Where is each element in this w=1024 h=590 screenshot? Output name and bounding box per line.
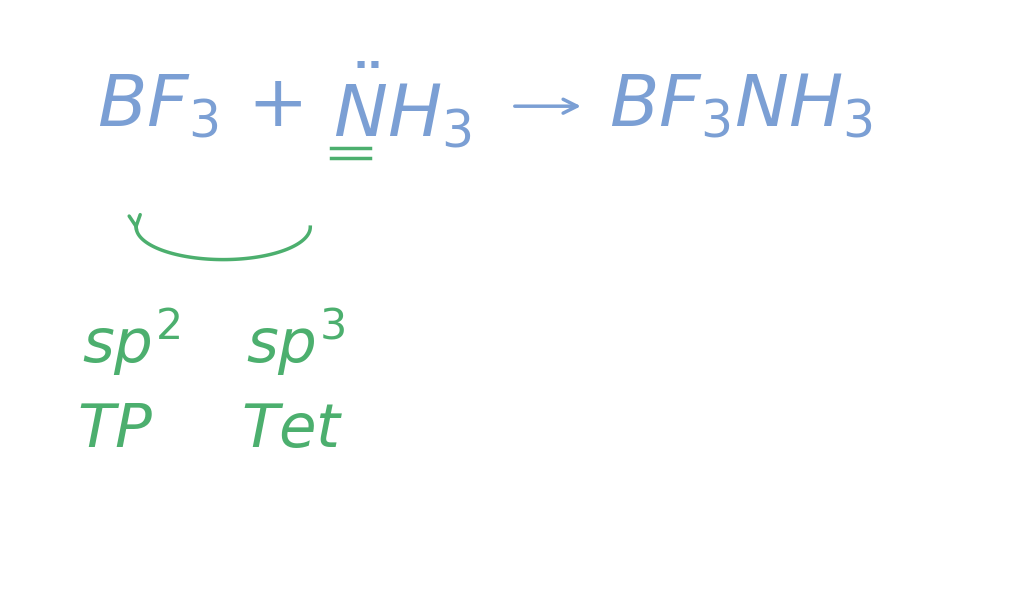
Text: $sp^2$: $sp^2$ bbox=[82, 306, 180, 378]
Text: $TP$: $TP$ bbox=[77, 401, 153, 460]
Text: $BF_3$: $BF_3$ bbox=[97, 72, 218, 140]
Text: $+$: $+$ bbox=[247, 72, 302, 140]
Text: $\mathit{\ddot{N}H_3}$: $\mathit{\ddot{N}H_3}$ bbox=[333, 61, 471, 152]
Text: $BF_3NH_3$: $BF_3NH_3$ bbox=[609, 72, 873, 140]
Text: $sp^3$: $sp^3$ bbox=[246, 306, 345, 378]
Text: $Tet$: $Tet$ bbox=[241, 401, 343, 460]
